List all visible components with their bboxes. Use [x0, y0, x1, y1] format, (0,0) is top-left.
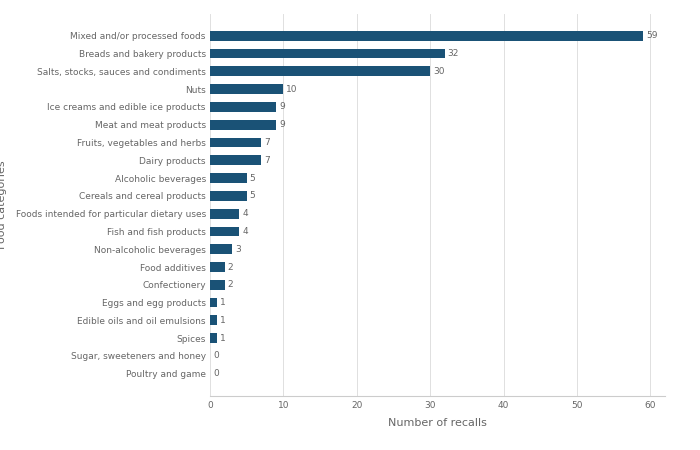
Text: 2: 2: [228, 262, 233, 271]
X-axis label: Number of recalls: Number of recalls: [388, 418, 487, 428]
Bar: [210, 280, 225, 290]
Text: 7: 7: [265, 156, 270, 165]
Text: 5: 5: [250, 191, 255, 200]
Bar: [210, 244, 232, 254]
Bar: [210, 209, 239, 219]
Bar: [210, 49, 444, 58]
Bar: [210, 315, 217, 325]
Bar: [210, 226, 239, 236]
Text: 1: 1: [220, 316, 226, 325]
Text: 3: 3: [235, 245, 241, 254]
Text: 32: 32: [448, 49, 459, 58]
Bar: [210, 191, 246, 201]
Bar: [210, 67, 430, 76]
Bar: [210, 102, 276, 112]
Text: 2: 2: [228, 280, 233, 289]
Text: 1: 1: [220, 298, 226, 307]
Text: 30: 30: [433, 67, 444, 76]
Text: 5: 5: [250, 174, 255, 183]
Text: 4: 4: [242, 209, 248, 218]
Bar: [210, 333, 217, 343]
Text: 0: 0: [213, 351, 218, 360]
Text: 10: 10: [286, 85, 297, 94]
Text: 59: 59: [646, 32, 657, 40]
Y-axis label: Food categories: Food categories: [0, 161, 7, 249]
Bar: [210, 120, 276, 130]
Bar: [210, 173, 246, 183]
Bar: [210, 84, 284, 94]
Text: 9: 9: [279, 103, 285, 112]
Text: 7: 7: [265, 138, 270, 147]
Text: 0: 0: [213, 369, 218, 378]
Bar: [210, 31, 643, 40]
Text: 9: 9: [279, 120, 285, 129]
Bar: [210, 155, 261, 165]
Bar: [210, 138, 261, 148]
Text: 1: 1: [220, 333, 226, 342]
Bar: [210, 262, 225, 272]
Text: 4: 4: [242, 227, 248, 236]
Bar: [210, 298, 217, 307]
